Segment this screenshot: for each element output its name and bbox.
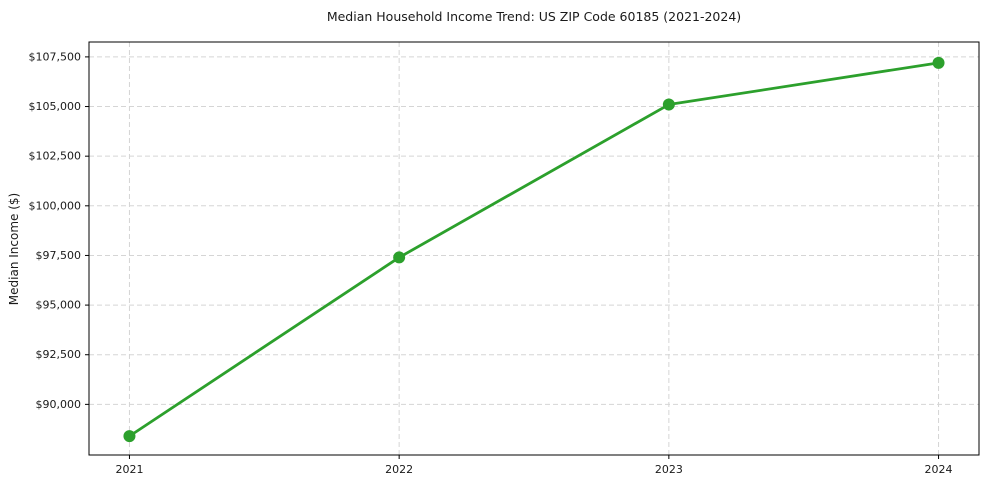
- y-tick-label: $102,500: [29, 150, 82, 163]
- y-tick-label: $95,000: [36, 299, 82, 312]
- x-tick-label: 2023: [655, 463, 683, 476]
- y-tick-label: $105,000: [29, 100, 82, 113]
- y-tick-label: $92,500: [36, 348, 82, 361]
- x-tick-label: 2024: [925, 463, 953, 476]
- x-tick-label: 2021: [115, 463, 143, 476]
- data-point: [123, 430, 136, 443]
- y-tick-label: $90,000: [36, 398, 82, 411]
- y-tick-label: $107,500: [29, 50, 82, 63]
- data-point: [393, 251, 406, 264]
- y-tick-label: $97,500: [36, 249, 82, 262]
- trend-line: [128, 61, 940, 438]
- plot-border: [88, 41, 980, 456]
- y-tick-label: $100,000: [29, 199, 82, 212]
- x-tick-label: 2022: [385, 463, 413, 476]
- chart-title: Median Household Income Trend: US ZIP Co…: [326, 9, 742, 24]
- data-point: [932, 56, 945, 69]
- data-point: [662, 98, 675, 111]
